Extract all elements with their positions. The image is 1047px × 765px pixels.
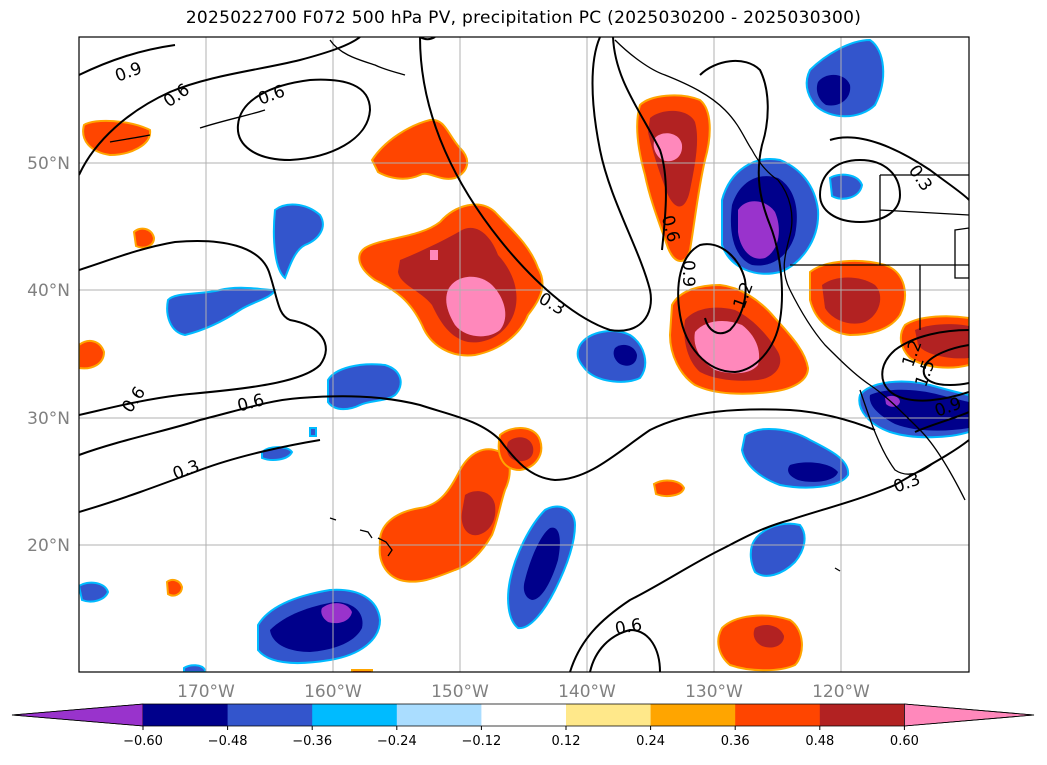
lon-tick-label: 160°W [304,682,362,702]
colorbar-tick-label: 0.24 [636,734,665,749]
colorbar-cell [735,704,821,726]
contour-label: 0.6 [613,615,643,639]
map-frame [78,36,970,673]
colorbar-extend-high [904,703,1035,727]
colorbar-cell [396,704,482,726]
colorbar-cell [227,704,313,726]
colorbar-cell [312,704,398,726]
colorbar-cell [481,704,567,726]
lat-tick-label: 30°N [27,409,70,429]
lon-tick-labels: 170°W 160°W 150°W 140°W 130°W 120°W [177,682,870,702]
colorbar-tick-label: 0.12 [552,734,581,749]
map-title: 2025022700 F072 500 hPa PV, precipitatio… [185,8,862,28]
lat-tick-labels: 50°N 40°N 30°N 20°N [27,154,70,556]
gridlines [79,37,969,672]
lon-tick-label: 150°W [431,682,489,702]
lat-tick-label: 50°N [27,154,70,174]
colorbar: −0.60 −0.48 −0.36 −0.24 −0.12 0.12 0.24 0.36 0.4… [11,703,1035,749]
contour-label: 0.9 [678,260,698,287]
negative-anomaly-regions [79,38,969,672]
map-panel: 0.9 0.6 0.6 0.6 0.6 0.3 0.3 0.6 0.9 1.2 … [79,37,969,672]
lon-tick-label: 120°W [812,682,870,702]
colorbar-cell [650,704,736,726]
colorbar-cell [566,704,652,726]
colorbar-tick-label: −0.60 [123,734,163,749]
lon-tick-label: 140°W [558,682,616,702]
colorbar-tick-label: −0.36 [292,734,332,749]
colorbar-tick-label: 0.60 [890,734,919,749]
lon-tick-label: 170°W [177,682,235,702]
colorbar-tick-label: 0.48 [805,734,834,749]
pv-contours [79,37,969,672]
colorbar-cell [819,704,905,726]
colorbar-extend-low [11,703,144,727]
colorbar-tick-label: −0.24 [377,734,417,749]
lat-tick-label: 40°N [27,281,70,301]
colorbar-tick-label: −0.12 [461,734,501,749]
colorbar-tick-label: −0.48 [208,734,248,749]
colorbar-tick-label: 0.36 [721,734,750,749]
lat-tick-label: 20°N [27,536,70,556]
lon-tick-label: 130°W [685,682,743,702]
colorbar-cell [143,704,229,726]
